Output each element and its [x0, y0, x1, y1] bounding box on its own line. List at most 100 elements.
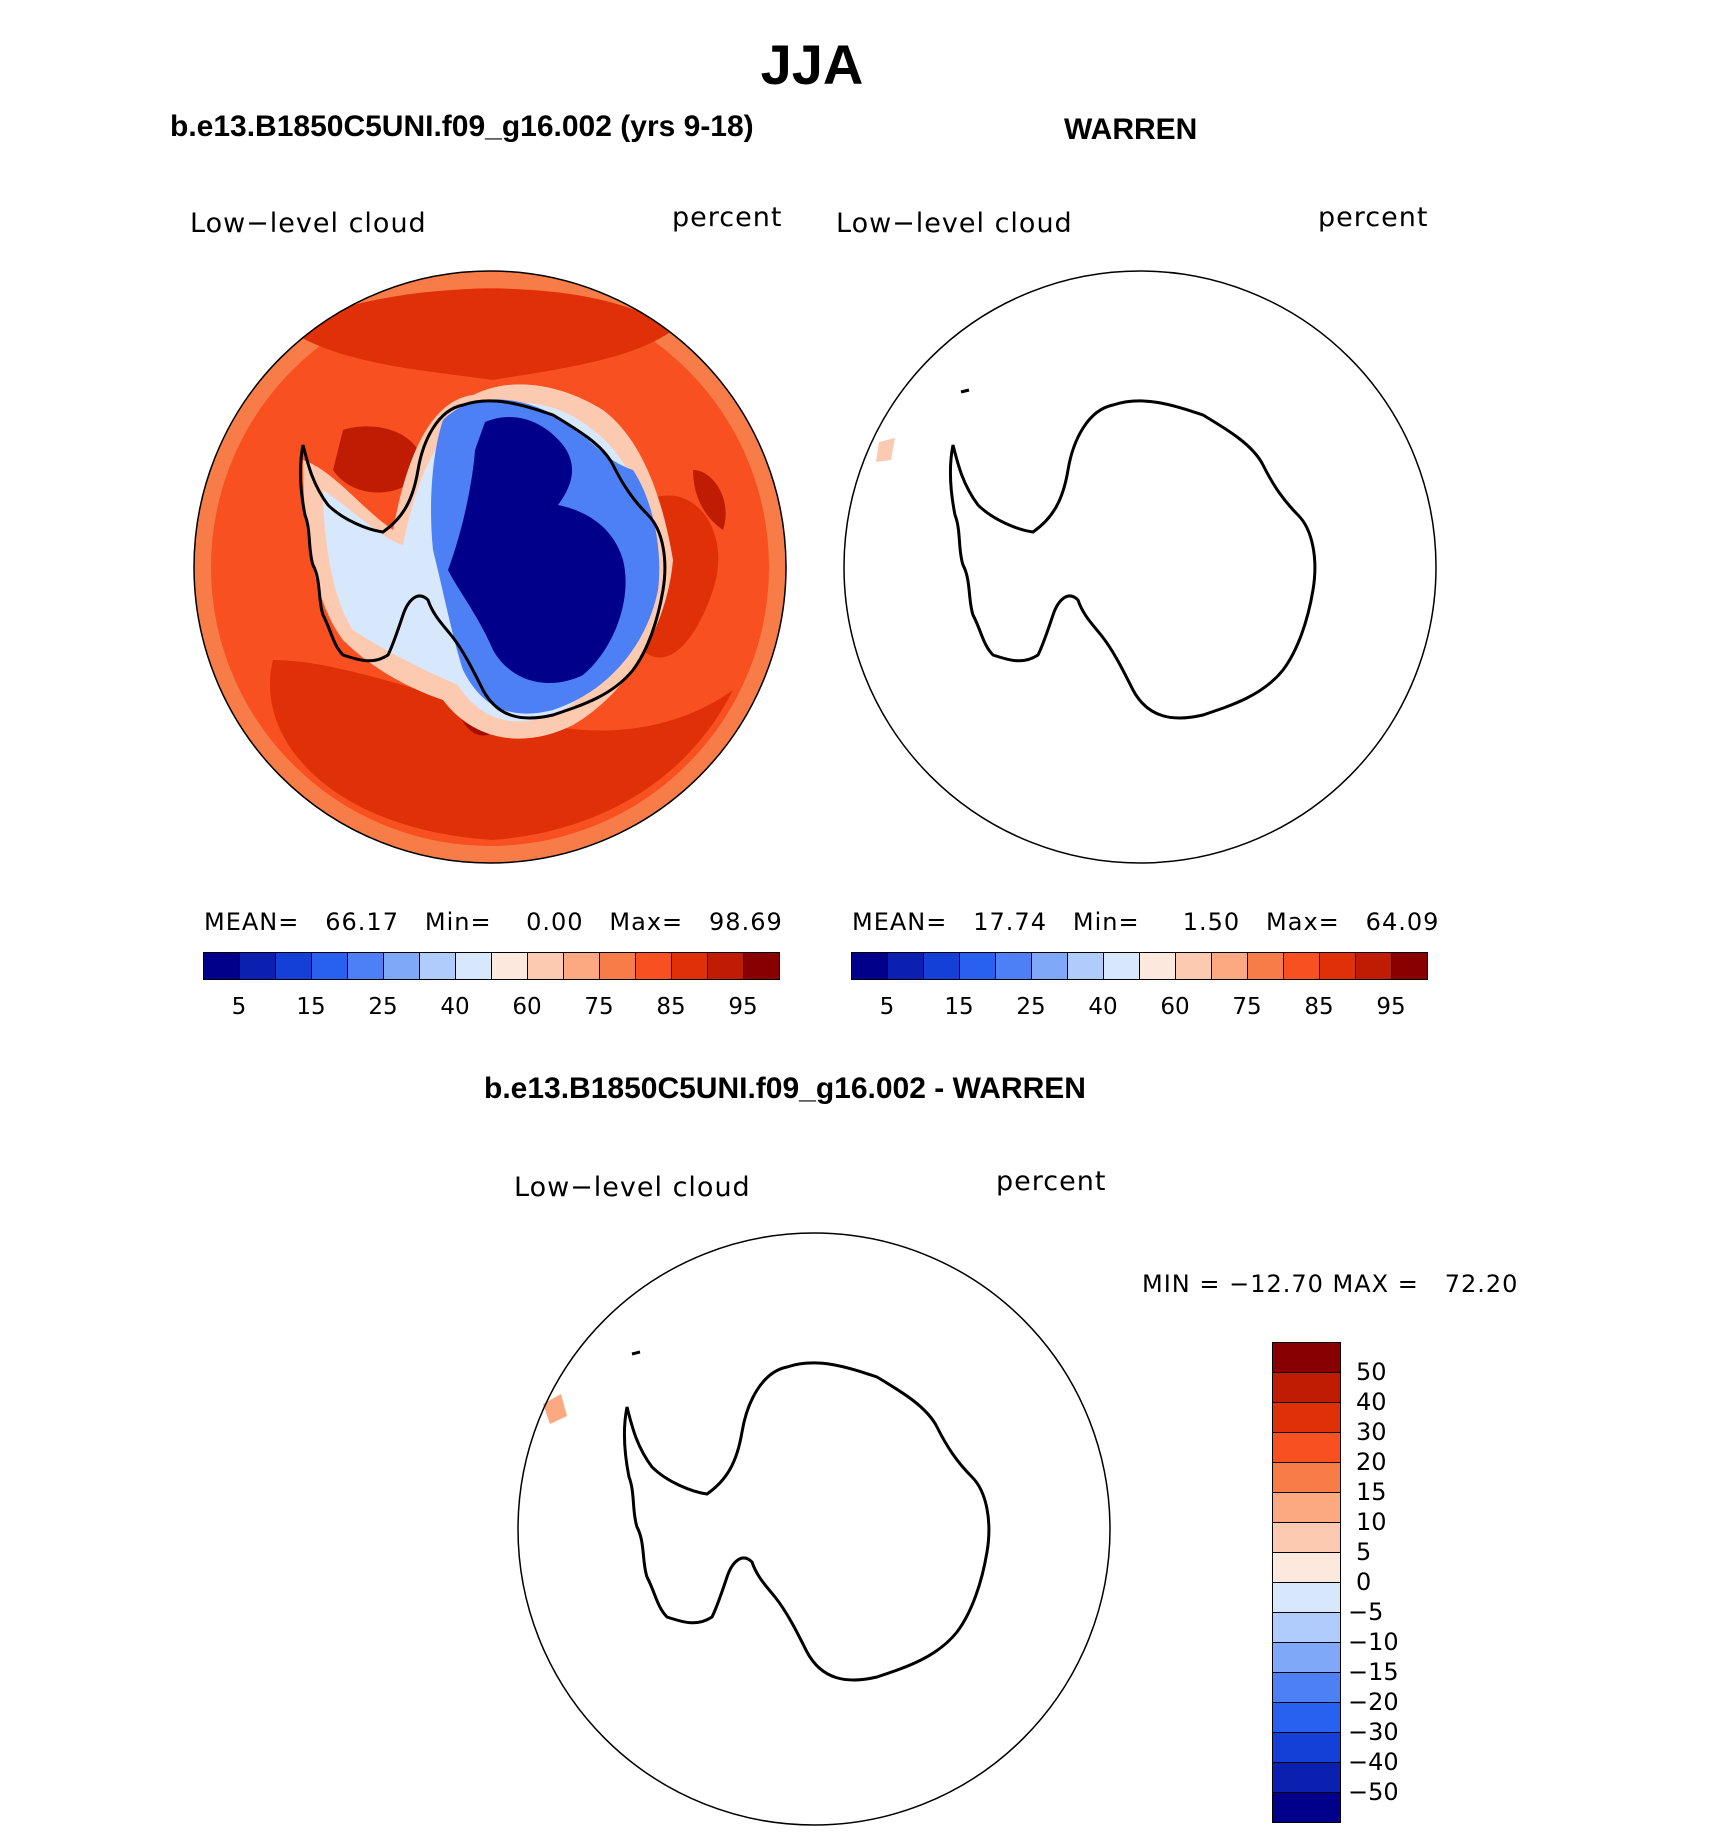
difference-colorbar-tick-label: −30	[1348, 1718, 1399, 1746]
difference-title: b.e13.B1850C5UNI.f09_g16.002 - WARREN	[484, 1072, 1086, 1105]
difference-colorbar-swatch	[1272, 1372, 1341, 1403]
obs-colorbar-tick-label: 75	[1232, 994, 1262, 1020]
difference-units-label: percent	[996, 1166, 1107, 1197]
difference-colorbar-tick-label: −20	[1348, 1688, 1399, 1716]
model-mean-value: 66.17	[325, 908, 399, 936]
obs-colorbar-swatch	[959, 952, 996, 980]
difference-colorbar-tick-label: 5	[1356, 1538, 1372, 1566]
obs-polar-map	[843, 270, 1437, 864]
obs-stats: MEAN= 17.74 Min= 1.50 Max= 64.09	[852, 908, 1439, 936]
model-colorbar-swatch	[347, 952, 384, 980]
model-colorbar-swatch	[455, 952, 492, 980]
difference-colorbar-swatch	[1272, 1702, 1341, 1733]
model-colorbar-swatch	[275, 952, 312, 980]
obs-colorbar-swatch	[1355, 952, 1392, 980]
model-colorbar-swatch	[383, 952, 420, 980]
model-polar-map	[193, 270, 787, 864]
model-colorbar-swatch	[635, 952, 672, 980]
model-max-label: Max=	[609, 908, 684, 936]
difference-colorbar-swatch	[1272, 1762, 1341, 1793]
model-colorbar-tick-label: 5	[231, 994, 247, 1020]
difference-colorbar-tick-label: 30	[1356, 1418, 1387, 1446]
obs-colorbar-swatch	[887, 952, 924, 980]
model-colorbar-tick-label: 95	[728, 994, 758, 1020]
difference-colorbar-tick-label: −5	[1348, 1598, 1384, 1626]
obs-colorbar-swatch	[1211, 952, 1248, 980]
model-colorbar-tick-label: 60	[512, 994, 542, 1020]
near-zero-cloud-field	[448, 416, 626, 683]
obs-colorbar	[851, 952, 1428, 980]
obs-colorbar-swatch	[1139, 952, 1176, 980]
difference-colorbar-swatch	[1272, 1342, 1341, 1373]
model-colorbar-swatch	[707, 952, 744, 980]
model-variable-label: Low−level cloud	[190, 208, 427, 239]
obs-colorbar-swatch	[851, 952, 888, 980]
difference-colorbar-swatch	[1272, 1402, 1341, 1433]
obs-colorbar-tick-label: 15	[944, 994, 974, 1020]
difference-cloud-patch	[543, 1394, 567, 1424]
obs-colorbar-swatch	[995, 952, 1032, 980]
difference-variable-label: Low−level cloud	[514, 1172, 751, 1203]
difference-colorbar-tick-label: 10	[1356, 1508, 1387, 1536]
obs-variable-label: Low−level cloud	[836, 208, 1073, 239]
obs-units-label: percent	[1318, 202, 1429, 233]
model-colorbar-swatch	[563, 952, 600, 980]
difference-colorbar-tick-label: 50	[1356, 1358, 1387, 1386]
difference-colorbar-ticks: 50 40 30 20 15 10 5 0 −5 −10 −15 −20 −30 −40 −50	[1348, 1342, 1436, 1822]
coastline	[298, 399, 667, 720]
difference-colorbar-swatch	[1272, 1732, 1341, 1763]
high-cloud-patch	[269, 660, 733, 840]
obs-case-title: WARREN	[1064, 113, 1198, 146]
obs-colorbar-tick-label: 25	[1016, 994, 1046, 1020]
obs-mean-label: MEAN=	[852, 908, 948, 936]
coastline-island	[631, 1350, 641, 1356]
obs-colorbar-tick-label: 40	[1088, 994, 1118, 1020]
difference-colorbar-swatch	[1272, 1462, 1341, 1493]
max-cloud-patch	[333, 426, 423, 493]
model-colorbar-swatch	[671, 952, 708, 980]
obs-colorbar-swatch	[1247, 952, 1284, 980]
model-max-value: 98.69	[709, 908, 783, 936]
model-min-value: 0.00	[526, 908, 584, 936]
obs-colorbar-swatch	[1175, 952, 1212, 980]
model-stats: MEAN= 66.17 Min= 0.00 Max= 98.69	[204, 908, 783, 936]
difference-colorbar-tick-label: 15	[1356, 1478, 1387, 1506]
obs-colorbar-tick-label: 95	[1376, 994, 1406, 1020]
difference-colorbar-swatch	[1272, 1432, 1341, 1463]
coastline	[948, 399, 1317, 720]
model-colorbar-tick-label: 25	[368, 994, 398, 1020]
difference-colorbar-tick-label: −50	[1348, 1778, 1399, 1806]
model-colorbar-swatch	[491, 952, 528, 980]
model-colorbar-swatch	[311, 952, 348, 980]
map-boundary	[843, 270, 1437, 864]
obs-colorbar-swatch	[923, 952, 960, 980]
obs-colorbar-swatch	[1103, 952, 1140, 980]
model-colorbar-tick-label: 40	[440, 994, 470, 1020]
obs-colorbar-ticks: 5 15 25 40 60 75 85 95	[851, 994, 1427, 1024]
difference-colorbar-swatch	[1272, 1552, 1341, 1583]
max-cloud-patch	[693, 470, 726, 530]
obs-min-label: Min=	[1072, 908, 1140, 936]
model-colorbar-swatch	[203, 952, 240, 980]
difference-colorbar-swatch	[1272, 1672, 1341, 1703]
obs-colorbar-swatch	[1031, 952, 1068, 980]
obs-colorbar-swatch	[1319, 952, 1356, 980]
model-colorbar-swatch	[239, 952, 276, 980]
obs-cloud-patch	[876, 438, 895, 462]
model-colorbar-swatch	[527, 952, 564, 980]
obs-mean-value: 17.74	[973, 908, 1047, 936]
model-mean-label: MEAN=	[204, 908, 300, 936]
model-colorbar-tick-label: 85	[656, 994, 686, 1020]
difference-colorbar-swatch	[1272, 1792, 1341, 1823]
high-cloud-patch	[288, 288, 673, 380]
map-boundary	[517, 1232, 1111, 1826]
difference-colorbar-swatch	[1272, 1642, 1341, 1673]
difference-colorbar	[1272, 1342, 1341, 1823]
model-colorbar-swatch	[743, 952, 780, 980]
difference-colorbar-tick-label: −15	[1348, 1658, 1399, 1686]
obs-colorbar-swatch	[1283, 952, 1320, 980]
model-colorbar-tick-label: 75	[584, 994, 614, 1020]
model-units-label: percent	[672, 202, 783, 233]
model-colorbar-swatch	[419, 952, 456, 980]
model-colorbar-tick-label: 15	[296, 994, 326, 1020]
